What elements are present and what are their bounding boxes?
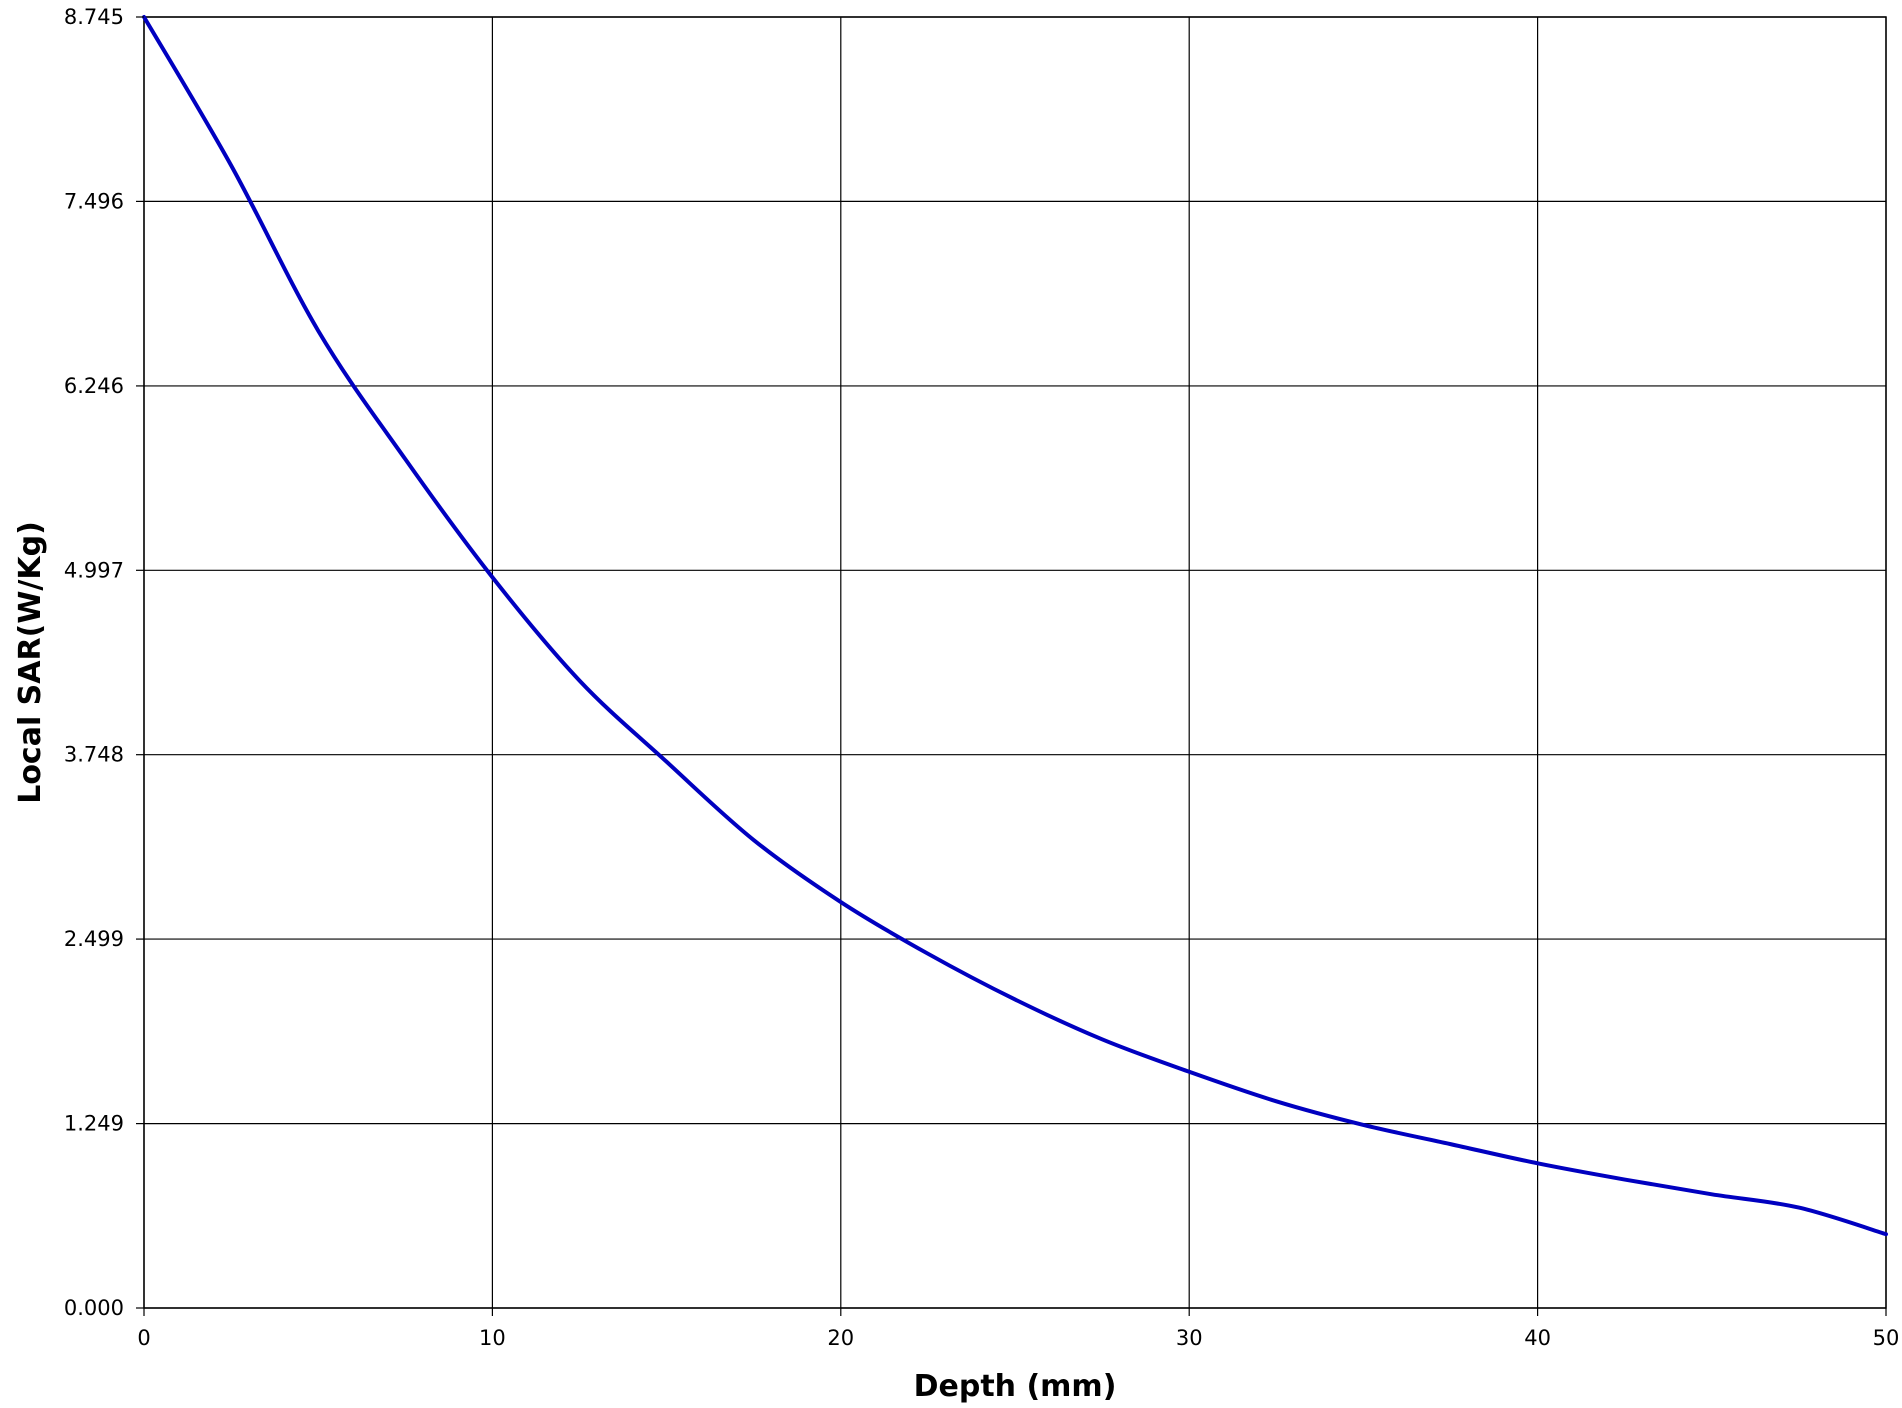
y-tick-label: 6.246 bbox=[64, 374, 124, 398]
y-tick-label: 0.000 bbox=[64, 1296, 124, 1320]
y-tick-label: 4.997 bbox=[64, 558, 124, 582]
y-tick-label: 3.748 bbox=[64, 743, 124, 767]
x-tick-label: 10 bbox=[479, 1326, 506, 1350]
y-tick-label: 7.496 bbox=[64, 189, 124, 213]
y-tick-label: 1.249 bbox=[64, 1112, 124, 1136]
y-tick-label: 2.499 bbox=[64, 927, 124, 951]
plot-frame bbox=[143, 16, 1887, 1309]
y-axis-title: Local SAR(W/Kg) bbox=[13, 521, 48, 804]
series-layer bbox=[142, 15, 1888, 1237]
y-axis-ticks: 0.000 1.249 2.499 3.748 4.997 6.246 7.496 8.745 bbox=[64, 5, 144, 1320]
grid bbox=[143, 16, 1887, 1309]
x-axis-ticks: 0 10 20 30 40 50 bbox=[137, 1308, 1899, 1350]
x-tick-label: 30 bbox=[1176, 1326, 1203, 1350]
x-tick-label: 0 bbox=[137, 1326, 150, 1350]
y-tick-label: 8.745 bbox=[64, 5, 124, 29]
sar-series-line bbox=[142, 15, 1888, 1237]
x-tick-label: 20 bbox=[827, 1326, 854, 1350]
x-tick-label: 50 bbox=[1873, 1326, 1900, 1350]
x-tick-label: 40 bbox=[1524, 1326, 1551, 1350]
x-axis-title: Depth (mm) bbox=[914, 1369, 1117, 1404]
